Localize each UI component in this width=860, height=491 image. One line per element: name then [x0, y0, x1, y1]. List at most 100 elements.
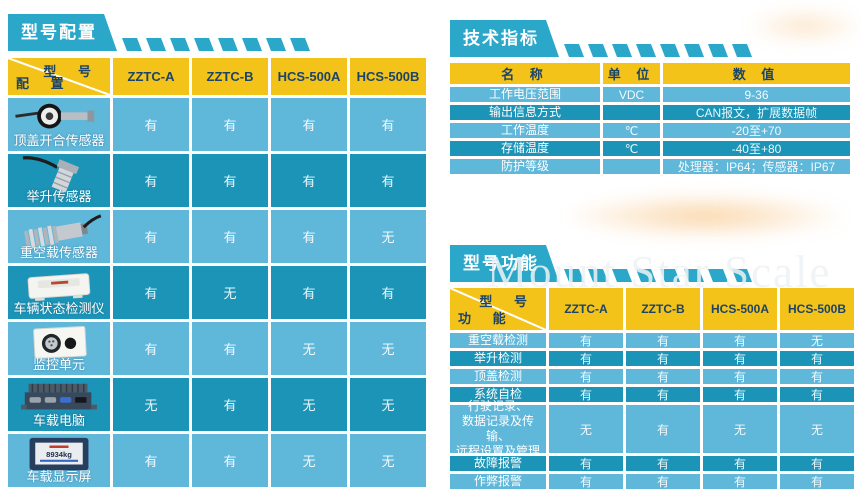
vehicle-state-detector-photo — [27, 273, 91, 302]
config-cell: 有 — [113, 210, 189, 263]
spec-name: 工作温度 — [450, 123, 600, 138]
func-cell: 有 — [626, 474, 700, 489]
product-cell: 举升传感器 — [8, 154, 110, 207]
func-cell: 有 — [549, 351, 623, 366]
config-cell: 有 — [113, 266, 189, 319]
config-cell: 有 — [350, 266, 426, 319]
spec-unit: VDC — [603, 87, 660, 102]
spec-unit — [603, 159, 660, 174]
config-cell: 无 — [350, 434, 426, 487]
product-label: 重空载传感器 — [19, 245, 98, 260]
func-cell: 有 — [549, 333, 623, 348]
config-title-banner: 型号配置 — [8, 14, 426, 51]
banner-stripes — [564, 44, 752, 57]
top-cover-sensor-photo — [15, 103, 95, 129]
banner-stripes — [122, 38, 310, 51]
product-cell: 监控单元 — [8, 322, 110, 375]
vehicle-computer-photo — [21, 383, 97, 410]
diagonal-divider — [8, 58, 110, 95]
config-cell: 有 — [113, 98, 189, 151]
product-label: 顶盖开合传感器 — [13, 133, 105, 148]
model-configuration-section: 型号配置 型 号 配 置 ZZTC-A ZZTC-B HCS-500A HCS-… — [8, 14, 426, 487]
spec-col-header: 单 位 — [603, 63, 660, 84]
func-cell: 有 — [703, 351, 777, 366]
config-corner-cell: 型 号 配 置 — [8, 58, 110, 95]
config-cell: 有 — [271, 98, 347, 151]
config-col-header: ZZTC-B — [192, 58, 268, 95]
config-cell: 有 — [192, 434, 268, 487]
func-col-header: ZZTC-B — [626, 288, 700, 330]
product-cell: 车辆状态检测仪 — [8, 266, 110, 319]
spec-value: CAN报文，扩展数据帧 — [663, 105, 850, 120]
func-cell: 有 — [780, 456, 854, 471]
config-cell: 有 — [113, 322, 189, 375]
spec-value: -20至+70 — [663, 123, 850, 138]
product-label: 车载电脑 — [32, 413, 85, 428]
func-name: 行驶记录、 数据记录及传输、 远程设置及管理 — [450, 399, 546, 458]
diagonal-divider — [450, 288, 546, 330]
spec-name: 工作电压范围 — [450, 87, 600, 102]
func-cell: 无 — [703, 405, 777, 453]
func-cell: 有 — [549, 456, 623, 471]
func-cell: 无 — [780, 333, 854, 348]
product-cell: 8934kg 车载显示屏 — [8, 434, 110, 487]
func-cell: 有 — [626, 387, 700, 402]
spec-name: 防护等级 — [450, 159, 600, 174]
config-cell: 无 — [350, 322, 426, 375]
display-readout: 8934kg — [46, 450, 72, 459]
func-cell: 有 — [549, 369, 623, 384]
func-cell: 有 — [703, 474, 777, 489]
config-table: 型 号 配 置 ZZTC-A ZZTC-B HCS-500A HCS-500B … — [8, 58, 426, 487]
technical-specs-section: 技术指标 名 称 单 位 数 值 工作电压范围 VDC 9-36 输出信息方式 … — [450, 20, 856, 174]
product-label: 举升传感器 — [26, 189, 92, 204]
func-name: 作弊报警 — [450, 474, 546, 489]
spec-unit — [603, 105, 660, 120]
product-cell: 车载电脑 — [8, 378, 110, 431]
spec-unit: ℃ — [603, 141, 660, 156]
func-name: 系统自检 — [450, 387, 546, 402]
model-functions-section: 型号功能 型 号 功 能 ZZTC-A ZZTC-B HCS-500A HCS-… — [450, 245, 856, 489]
spec-name: 存储温度 — [450, 141, 600, 156]
func-corner-cell: 型 号 功 能 — [450, 288, 546, 330]
func-name: 举升检测 — [450, 351, 546, 366]
config-cell: 有 — [192, 322, 268, 375]
func-cell: 无 — [780, 405, 854, 453]
spec-table: 名 称 单 位 数 值 工作电压范围 VDC 9-36 输出信息方式 CAN报文… — [450, 63, 856, 174]
func-name: 故障报警 — [450, 456, 546, 471]
func-cell: 有 — [626, 333, 700, 348]
config-cell: 有 — [113, 154, 189, 207]
func-cell: 有 — [703, 369, 777, 384]
config-col-header: HCS-500A — [271, 58, 347, 95]
func-cell: 有 — [780, 369, 854, 384]
spec-title: 技术指标 — [450, 20, 559, 57]
config-cell: 有 — [192, 210, 268, 263]
func-cell: 有 — [703, 456, 777, 471]
func-name: 重空载检测 — [450, 333, 546, 348]
func-col-header: HCS-500B — [780, 288, 854, 330]
vehicle-display-photo: 8934kg — [29, 437, 89, 471]
func-cell: 无 — [549, 405, 623, 453]
func-title: 型号功能 — [450, 245, 559, 282]
config-title: 型号配置 — [8, 14, 117, 51]
func-cell: 有 — [549, 387, 623, 402]
orange-watermark-blur — [560, 192, 850, 240]
func-cell: 有 — [626, 405, 700, 453]
product-cell: 顶盖开合传感器 — [8, 98, 110, 151]
spec-value: -40至+80 — [663, 141, 850, 156]
spec-value: 处理器：IP64；传感器：IP67 — [663, 159, 850, 174]
config-cell: 无 — [350, 378, 426, 431]
spec-unit: ℃ — [603, 123, 660, 138]
func-cell: 有 — [626, 369, 700, 384]
func-cell: 有 — [703, 387, 777, 402]
config-cell: 有 — [192, 154, 268, 207]
func-col-header: HCS-500A — [703, 288, 777, 330]
corner-top-label: 型 号 — [43, 64, 100, 79]
func-title-banner: 型号功能 — [450, 245, 856, 282]
func-cell: 有 — [549, 474, 623, 489]
config-cell: 有 — [271, 210, 347, 263]
config-cell: 无 — [271, 322, 347, 375]
config-cell: 有 — [271, 266, 347, 319]
func-cell: 有 — [780, 387, 854, 402]
product-label: 监控单元 — [32, 357, 85, 372]
